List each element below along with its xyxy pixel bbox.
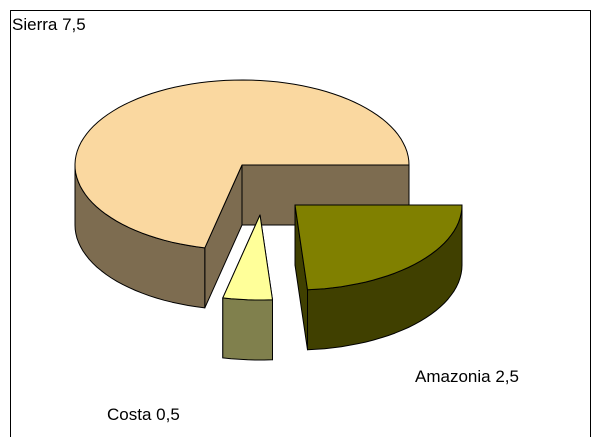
value-label: 7,5 (62, 15, 86, 34)
value-label: 2,5 (495, 367, 519, 386)
slice-side (222, 297, 273, 361)
category-name: Sierra (12, 15, 58, 34)
slice-top (74, 79, 410, 249)
pie (74, 79, 463, 361)
value-label: 0,5 (156, 405, 180, 424)
category-name: Costa (107, 405, 152, 424)
slice-top (294, 204, 463, 291)
slice-label: Costa 0,5 (107, 405, 180, 424)
slice-top (222, 214, 273, 301)
frame (10, 10, 591, 437)
category-name: Amazonia (415, 367, 491, 386)
slice-label: Amazonia 2,5 (415, 367, 519, 386)
labels: Sierra 7,5 Amazonia 2,5 Costa 0,5 (12, 15, 519, 424)
slice-label: Sierra 7,5 (12, 15, 86, 34)
